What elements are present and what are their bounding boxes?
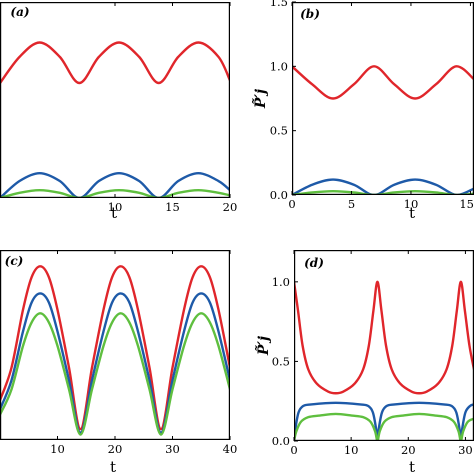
panel-label-c: (c): [5, 254, 24, 268]
x-tick-label-d-3: 30: [458, 443, 473, 457]
panel-a: 10 15 20 (a) t: [0, 1, 238, 222]
x-axis-title-b: t: [409, 204, 415, 222]
series-line-d-1: [294, 401, 474, 441]
y-axis-title-d: P̃′j: [254, 336, 272, 356]
series-line-d-0: [294, 280, 474, 395]
series-line-a-1: [0, 171, 230, 198]
series-line-c-0: [0, 265, 230, 431]
x-axis-title-d: t: [409, 458, 415, 474]
series-line-a-0: [0, 41, 230, 85]
plot-frame-a: [0, 1, 231, 199]
series-line-c-2: [0, 312, 230, 436]
series-line-d-2: [294, 412, 474, 441]
panel-label-d: (d): [304, 256, 324, 270]
y-tick-label-d-1: 0.5: [272, 354, 290, 368]
series-line-a-2: [0, 188, 230, 198]
x-tick-label-d-1: 10: [344, 443, 359, 457]
plot-frame-c: [0, 250, 231, 441]
x-tick-label-b-1: 5: [348, 197, 355, 211]
x-tick-label-c-0: 10: [50, 442, 65, 456]
x-axis-title-c: t: [110, 458, 116, 474]
x-tick-label-c-3: 40: [223, 442, 238, 456]
x-tick-label-b-0: 0: [288, 197, 295, 211]
panel-c: 10 20 30 40 (c) t: [0, 250, 237, 474]
panel-label-a: (a): [10, 5, 29, 19]
series-line-b-1: [292, 178, 474, 195]
x-tick-label-b-3: 15: [459, 197, 474, 211]
panel-d: 0 10 20 30 0.0 0.5 1.0 (d) t P̃′j: [254, 250, 474, 474]
y-tick-label-d-0: 0.0: [272, 434, 290, 448]
x-axis-title-a: t: [111, 204, 117, 222]
x-tick-label-d-0: 0: [290, 443, 297, 457]
x-tick-label-c-2: 30: [165, 442, 180, 456]
x-tick-label-d-2: 20: [401, 443, 416, 457]
x-tick-label-b-2: 10: [404, 197, 419, 211]
y-axis-title-b: P̃′j: [251, 89, 269, 109]
y-tick-label-b-1: 0.5: [270, 124, 288, 138]
y-tick-label-d-2: 1.0: [272, 275, 290, 289]
x-tick-label-a-2: 20: [223, 200, 238, 214]
panel-label-b: (b): [300, 7, 320, 21]
panel-b: 0 5 10 15 0.0 0.5 1.0 1.5 (b) t P̃′j: [251, 0, 474, 222]
series-line-b-0: [292, 65, 474, 100]
y-tick-label-b-0: 0.0: [270, 188, 288, 202]
series-line-c-1: [0, 292, 230, 434]
plot-frame-b: [292, 1, 474, 196]
x-tick-label-a-0: 10: [108, 200, 123, 214]
x-tick-label-c-1: 20: [108, 442, 123, 456]
y-tick-label-b-3: 1.5: [270, 0, 288, 9]
x-tick-label-a-1: 15: [165, 200, 180, 214]
y-tick-label-b-2: 1.0: [270, 59, 288, 73]
plot-frame-d: [294, 250, 474, 442]
